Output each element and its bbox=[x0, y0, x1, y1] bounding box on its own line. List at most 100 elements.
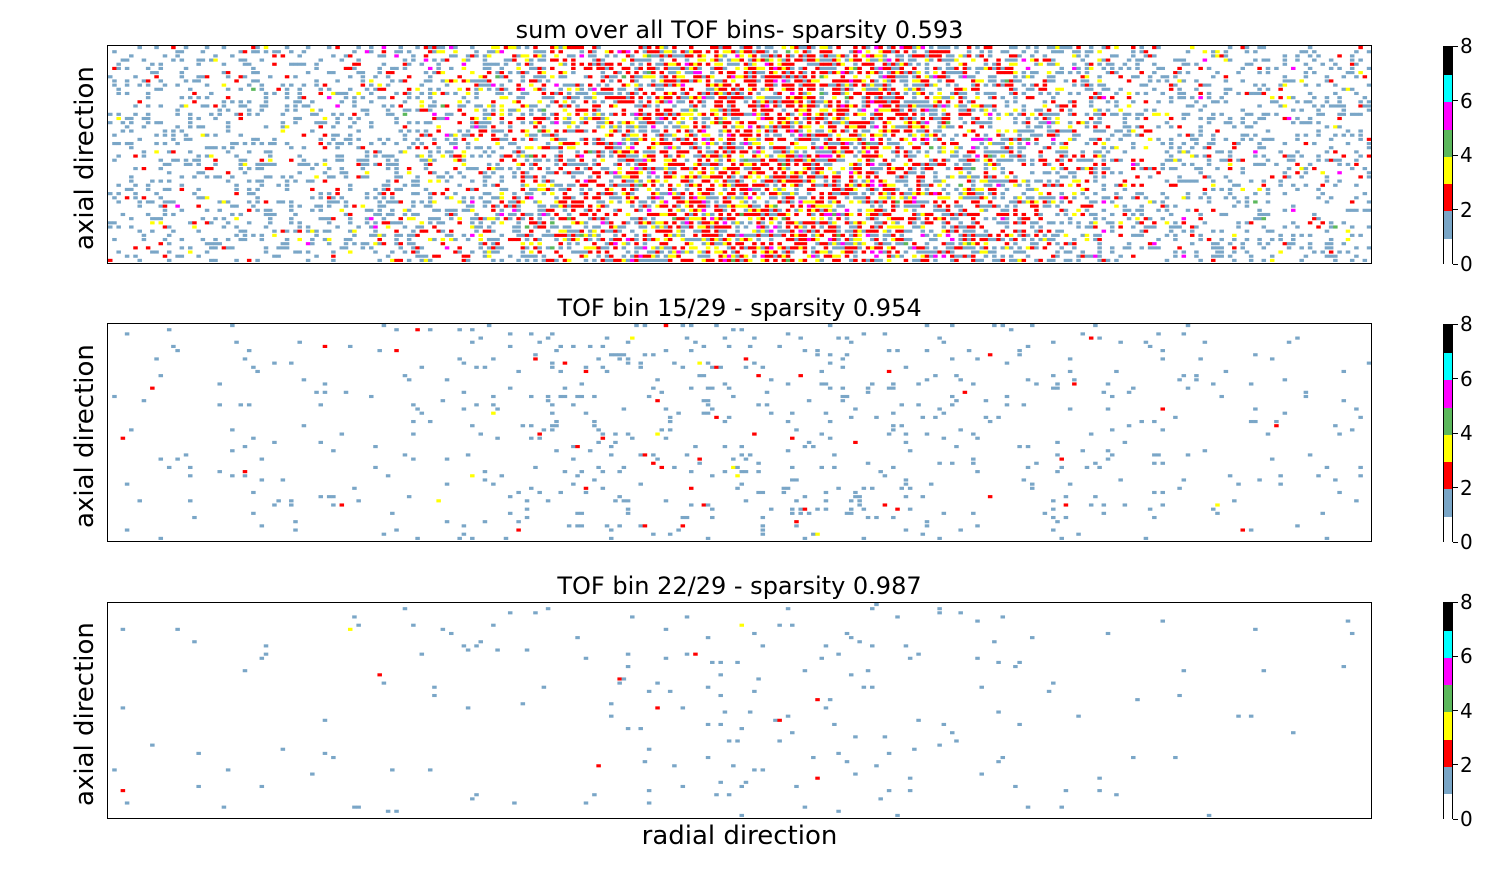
heatmap-cell bbox=[129, 129, 134, 133]
heatmap-cell bbox=[385, 187, 391, 192]
heatmap-cell bbox=[545, 187, 551, 192]
heatmap-cell bbox=[600, 154, 606, 158]
heatmap-cell bbox=[322, 179, 328, 183]
heatmap-cell bbox=[440, 154, 446, 158]
heatmap-cell bbox=[554, 183, 559, 187]
heatmap-cell bbox=[680, 200, 686, 204]
heatmap-cell bbox=[785, 71, 791, 75]
heatmap-cell bbox=[242, 141, 248, 146]
heatmap-cell bbox=[284, 125, 290, 129]
heatmap-cell bbox=[158, 179, 164, 183]
heatmap-cell bbox=[196, 58, 201, 62]
heatmap-cell bbox=[1265, 129, 1271, 133]
heatmap-cell bbox=[1316, 108, 1321, 112]
heatmap-cell bbox=[971, 196, 976, 200]
heatmap-cell bbox=[1143, 54, 1149, 58]
heatmap-cell bbox=[630, 187, 635, 192]
heatmap-cell bbox=[1076, 133, 1081, 137]
heatmap-cell bbox=[874, 54, 879, 58]
heatmap-cell bbox=[326, 87, 332, 91]
heatmap-cell bbox=[529, 175, 534, 179]
heatmap-cell bbox=[756, 50, 761, 54]
heatmap-cell bbox=[726, 50, 732, 54]
heatmap-cell bbox=[566, 187, 572, 192]
heatmap-cell bbox=[533, 79, 538, 83]
heatmap-cell bbox=[663, 133, 669, 137]
heatmap-cell bbox=[583, 179, 589, 183]
heatmap-cell bbox=[529, 146, 534, 150]
heatmap-cell bbox=[1021, 71, 1027, 75]
heatmap-cell bbox=[903, 192, 909, 196]
heatmap-cell bbox=[516, 108, 521, 112]
heatmap-cell bbox=[945, 112, 951, 116]
heatmap-cell bbox=[764, 83, 770, 87]
heatmap-cell bbox=[491, 137, 496, 141]
heatmap-cell bbox=[966, 129, 972, 133]
heatmap-cell bbox=[554, 46, 559, 50]
heatmap-cell bbox=[1093, 137, 1098, 141]
heatmap-cell bbox=[785, 121, 791, 125]
heatmap-cell bbox=[756, 96, 761, 100]
heatmap-cell bbox=[171, 200, 176, 204]
heatmap-cell bbox=[676, 137, 681, 141]
heatmap-cell bbox=[587, 87, 593, 91]
heatmap-cell bbox=[562, 71, 568, 75]
heatmap-cell bbox=[731, 150, 736, 154]
heatmap-cell bbox=[507, 79, 513, 83]
heatmap-cell bbox=[794, 158, 799, 162]
heatmap-cell bbox=[625, 192, 631, 196]
heatmap-cell bbox=[802, 58, 808, 62]
heatmap-cell bbox=[314, 66, 319, 70]
heatmap-cell bbox=[297, 62, 302, 66]
heatmap-cell bbox=[920, 46, 926, 50]
heatmap-cell bbox=[937, 75, 942, 79]
heatmap-cell bbox=[764, 187, 770, 192]
heatmap-cell bbox=[688, 175, 694, 179]
heatmap-cell bbox=[773, 146, 778, 150]
heatmap-cell bbox=[987, 183, 993, 187]
heatmap-cell bbox=[1223, 91, 1229, 96]
heatmap-cell bbox=[478, 79, 483, 83]
heatmap-cell bbox=[617, 91, 622, 96]
heatmap-cell bbox=[785, 196, 791, 200]
heatmap-cell bbox=[1034, 116, 1039, 121]
heatmap-cell bbox=[848, 187, 854, 192]
heatmap-cell bbox=[1025, 137, 1031, 141]
heatmap-cell bbox=[1181, 196, 1187, 200]
heatmap-cell bbox=[423, 58, 429, 62]
heatmap-cell bbox=[684, 150, 690, 154]
heatmap-cell bbox=[1185, 150, 1191, 154]
heatmap-cell bbox=[996, 62, 1001, 66]
heatmap-cell bbox=[710, 75, 715, 79]
heatmap-cell bbox=[667, 187, 673, 192]
heatmap-cell bbox=[781, 179, 787, 183]
heatmap-cell bbox=[798, 91, 803, 96]
heatmap-cell bbox=[794, 75, 799, 79]
heatmap-cell bbox=[781, 162, 787, 166]
heatmap-cell bbox=[651, 146, 656, 150]
heatmap-cell bbox=[347, 183, 353, 187]
heatmap-cell bbox=[806, 46, 812, 50]
heatmap-cell bbox=[558, 87, 563, 91]
heatmap-cell bbox=[861, 104, 867, 108]
heatmap-cell bbox=[1198, 96, 1203, 100]
heatmap-cell bbox=[550, 208, 555, 212]
heatmap-cell bbox=[811, 146, 816, 150]
heatmap-cell bbox=[415, 192, 420, 196]
heatmap-cell bbox=[1316, 196, 1321, 200]
heatmap-cell bbox=[613, 71, 618, 75]
heatmap-cell bbox=[878, 204, 883, 208]
heatmap-cell bbox=[726, 100, 732, 104]
heatmap-cell bbox=[192, 79, 197, 83]
heatmap-cell bbox=[415, 108, 420, 112]
heatmap-cell bbox=[1046, 46, 1052, 50]
heatmap-cell bbox=[891, 187, 896, 192]
heatmap-cell bbox=[1253, 200, 1258, 204]
heatmap-cell bbox=[853, 58, 858, 62]
heatmap-cell bbox=[752, 141, 757, 146]
heatmap-cell bbox=[524, 154, 530, 158]
heatmap-cell bbox=[832, 66, 837, 70]
heatmap-cell bbox=[1135, 116, 1140, 121]
heatmap-cell bbox=[301, 162, 307, 166]
heatmap-cell bbox=[663, 171, 669, 175]
